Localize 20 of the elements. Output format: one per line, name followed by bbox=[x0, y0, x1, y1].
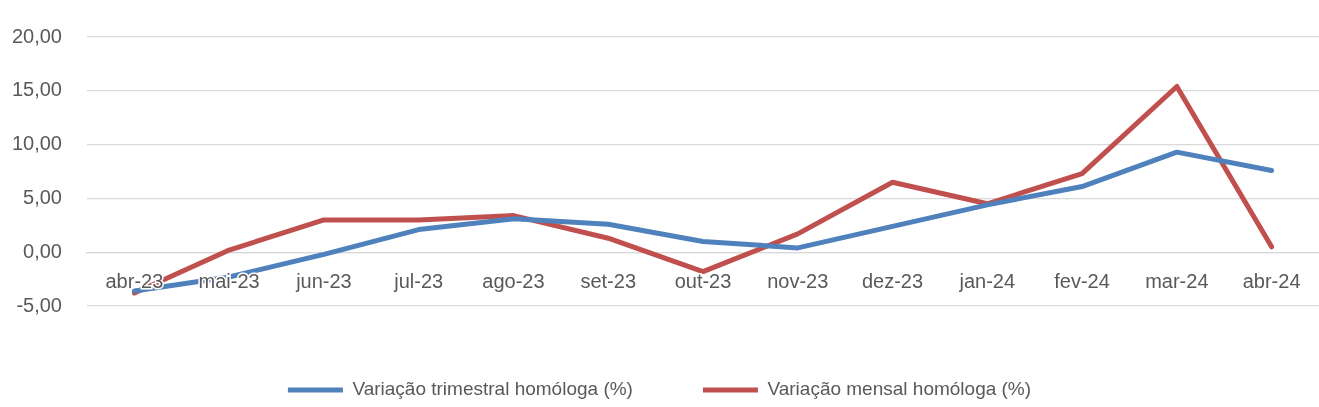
y-tick-label: 20,00 bbox=[11, 24, 62, 47]
x-tick-label: nov-23 bbox=[767, 269, 829, 292]
y-tick-label: 5,00 bbox=[23, 185, 62, 208]
y-tick-label: 10,00 bbox=[11, 132, 62, 155]
x-tick-label: mar-24 bbox=[1145, 269, 1209, 292]
x-tick-label: dez-23 bbox=[861, 269, 924, 292]
x-tick-label: jan-24 bbox=[958, 269, 1016, 292]
x-tick-label: set-23 bbox=[580, 269, 637, 292]
x-tick-label: out-23 bbox=[674, 269, 732, 292]
x-tick-label: jul-23 bbox=[393, 269, 444, 292]
legend-label: Variação mensal homóloga (%) bbox=[767, 378, 1032, 400]
y-tick-label: -5,00 bbox=[16, 293, 62, 316]
legend-label: Variação trimestral homóloga (%) bbox=[352, 378, 633, 400]
x-tick-label: abr-23 bbox=[105, 269, 164, 292]
x-tick-label: jun-23 bbox=[295, 269, 352, 292]
x-tick-label: fev-24 bbox=[1054, 269, 1110, 292]
y-tick-label: 0,00 bbox=[23, 239, 62, 262]
y-tick-label: 15,00 bbox=[11, 78, 62, 101]
x-tick-label: ago-23 bbox=[482, 269, 545, 292]
x-tick-label: abr-24 bbox=[1242, 269, 1301, 292]
